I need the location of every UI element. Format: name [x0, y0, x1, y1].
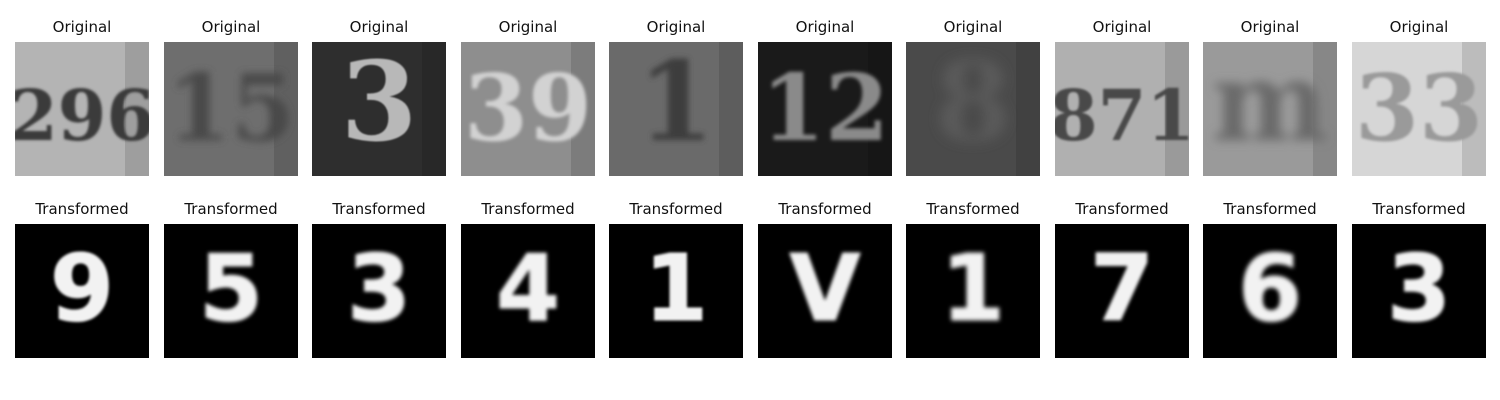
transformed-digit-image: 3	[1352, 224, 1486, 358]
original-title: Original	[349, 18, 409, 36]
transformed-title: Transformed	[629, 200, 723, 218]
original-digit-image: 15	[164, 42, 298, 176]
original-title: Original	[498, 18, 558, 36]
original-digit-image: 8	[906, 42, 1040, 176]
transformed-digit-image: 5	[164, 224, 298, 358]
original-digit-image: 296	[15, 42, 149, 176]
digit-glyph: 39	[464, 54, 592, 162]
original-digit-image: m	[1203, 42, 1337, 176]
original-title: Original	[795, 18, 855, 36]
digit-glyph: 9	[50, 235, 114, 342]
original-title: Original	[201, 18, 261, 36]
digit-glyph: 15	[167, 54, 295, 162]
transformed-title: Transformed	[926, 200, 1020, 218]
original-title: Original	[1092, 18, 1152, 36]
transformed-digit-image: V	[758, 224, 892, 358]
original-digit-image: 33	[1352, 42, 1486, 176]
transformed-digit-image: 4	[461, 224, 595, 358]
digit-glyph: 3	[341, 42, 418, 166]
digit-glyph: V	[789, 235, 860, 342]
transformed-title: Transformed	[778, 200, 872, 218]
transformed-digit-image: 9	[15, 224, 149, 358]
transformed-digit-image: 1	[906, 224, 1040, 358]
transformed-title: Transformed	[332, 200, 426, 218]
original-digit-image: 3	[312, 42, 446, 176]
original-digit-image: 1	[609, 42, 743, 176]
original-digit-image: 39	[461, 42, 595, 176]
transformed-title: Transformed	[184, 200, 278, 218]
digit-glyph: 33	[1355, 54, 1483, 162]
digit-glyph: 1	[638, 42, 715, 166]
digit-glyph: 12	[761, 54, 889, 162]
transformed-title: Transformed	[35, 200, 129, 218]
digit-glyph: 4	[496, 235, 560, 342]
digit-glyph: m	[1212, 42, 1328, 166]
original-title: Original	[646, 18, 706, 36]
transformed-digit-image: 7	[1055, 224, 1189, 358]
digit-glyph: 1	[644, 235, 708, 342]
transformed-title: Transformed	[1372, 200, 1466, 218]
original-title: Original	[52, 18, 112, 36]
original-digit-image: 871	[1055, 42, 1189, 176]
transformed-digit-image: 1	[609, 224, 743, 358]
digit-glyph: 7	[1090, 235, 1154, 342]
original-title: Original	[1240, 18, 1300, 36]
digit-glyph: 8	[935, 42, 1012, 166]
digit-glyph: 5	[199, 235, 263, 342]
digit-glyph: 6	[1238, 235, 1302, 342]
original-digit-image: 12	[758, 42, 892, 176]
original-title: Original	[1389, 18, 1449, 36]
transformed-digit-image: 6	[1203, 224, 1337, 358]
digit-glyph: 3	[1387, 235, 1451, 342]
digit-glyph: 296	[15, 74, 149, 157]
digit-glyph: 1	[941, 235, 1005, 342]
transformed-title: Transformed	[1223, 200, 1317, 218]
transformed-title: Transformed	[481, 200, 575, 218]
digit-glyph: 871	[1055, 74, 1189, 157]
digit-glyph: 3	[347, 235, 411, 342]
transformed-digit-image: 3	[312, 224, 446, 358]
transformed-title: Transformed	[1075, 200, 1169, 218]
original-title: Original	[943, 18, 1003, 36]
